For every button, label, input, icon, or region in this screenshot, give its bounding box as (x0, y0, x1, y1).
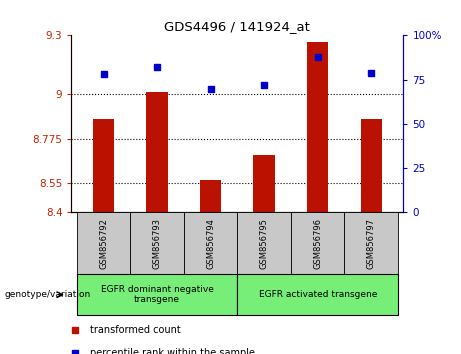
Text: EGFR dominant negative
transgene: EGFR dominant negative transgene (100, 285, 213, 304)
Bar (254, 155, 275, 212)
Bar (147, 92, 168, 212)
Bar (77, 212, 130, 274)
Bar (361, 119, 382, 212)
Text: GSM856796: GSM856796 (313, 218, 322, 269)
Text: GSM856792: GSM856792 (99, 218, 108, 269)
Bar (77, 274, 237, 315)
Text: GSM856797: GSM856797 (367, 218, 376, 269)
Bar (200, 180, 221, 212)
Bar (307, 42, 328, 212)
Text: genotype/variation: genotype/variation (5, 290, 91, 299)
Bar (344, 212, 398, 274)
Title: GDS4496 / 141924_at: GDS4496 / 141924_at (165, 20, 310, 33)
Bar (237, 212, 291, 274)
Bar (130, 212, 184, 274)
Text: percentile rank within the sample: percentile rank within the sample (90, 348, 255, 354)
Bar (237, 274, 398, 315)
Bar (93, 119, 114, 212)
Text: GSM856794: GSM856794 (206, 218, 215, 269)
Text: transformed count: transformed count (90, 325, 180, 335)
Bar (291, 212, 344, 274)
Text: GSM856793: GSM856793 (153, 218, 162, 269)
Text: GSM856795: GSM856795 (260, 218, 269, 269)
Text: EGFR activated transgene: EGFR activated transgene (259, 290, 377, 299)
Bar (184, 212, 237, 274)
